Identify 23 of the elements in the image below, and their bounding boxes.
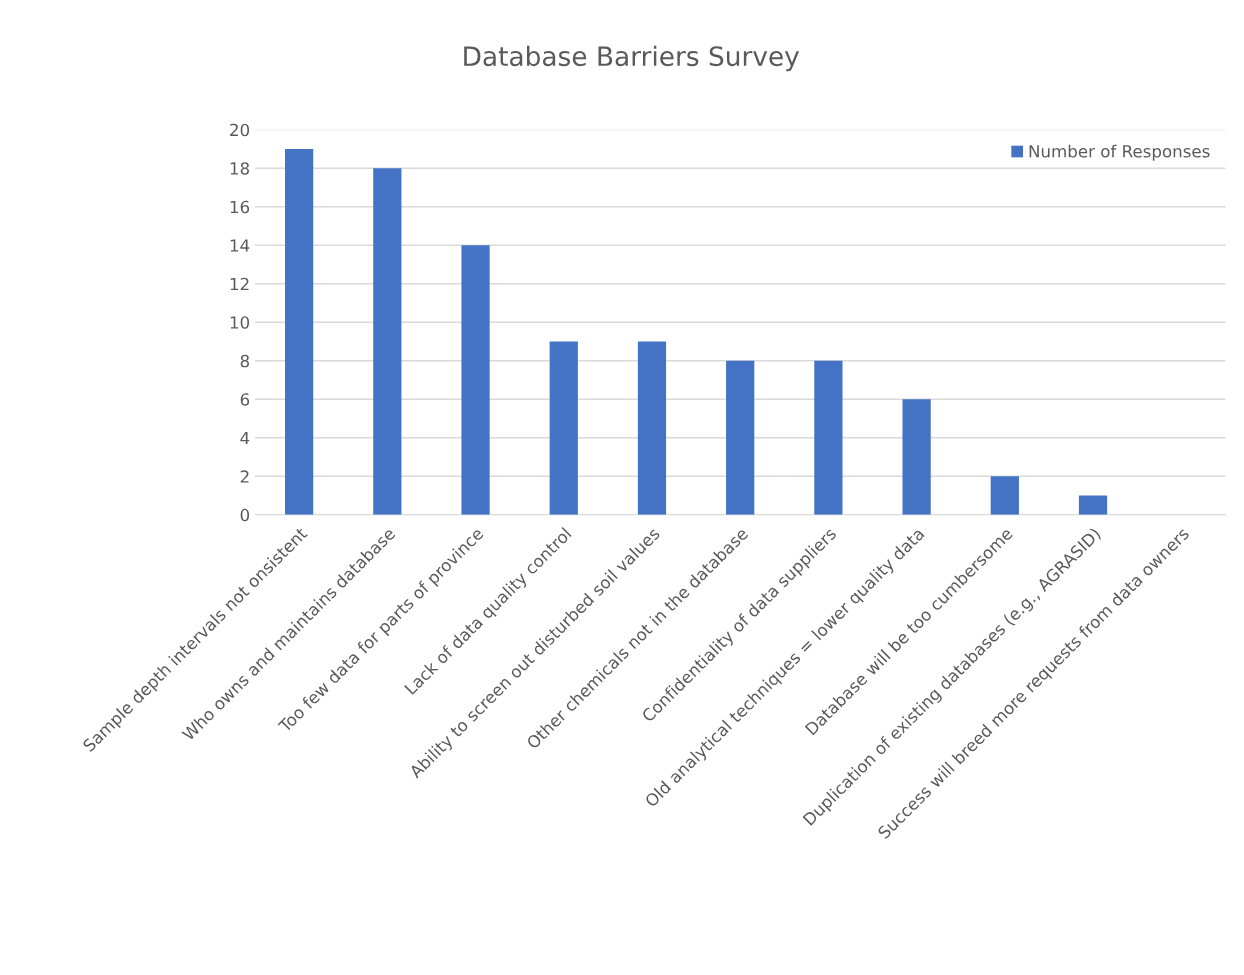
- y-tick-label: 14: [230, 239, 250, 252]
- bar: [1078, 495, 1108, 515]
- y-tick-label: 10: [230, 316, 250, 329]
- legend-label: Number of Responses: [1029, 144, 1210, 161]
- bar: [461, 245, 490, 515]
- y-tick-label: 4: [240, 431, 250, 445]
- bar: [990, 476, 1019, 515]
- bar: [285, 148, 314, 515]
- bar: [814, 360, 843, 515]
- y-tick-label: 12: [230, 277, 249, 291]
- y-tick-label: 2: [240, 470, 249, 483]
- y-tick-label: 18: [230, 162, 250, 175]
- bar: [902, 399, 931, 515]
- bar: [726, 360, 755, 515]
- y-tick-label: 0: [240, 508, 250, 522]
- y-tick-label: 8: [240, 354, 250, 368]
- bar: [373, 168, 402, 515]
- bar: [637, 341, 667, 515]
- y-tick-label: 16: [230, 200, 250, 214]
- y-tick-label: 20: [230, 123, 250, 137]
- bar: [549, 341, 578, 515]
- chart-title: Database Barriers Survey: [464, 45, 799, 72]
- y-tick-label: 6: [240, 393, 250, 406]
